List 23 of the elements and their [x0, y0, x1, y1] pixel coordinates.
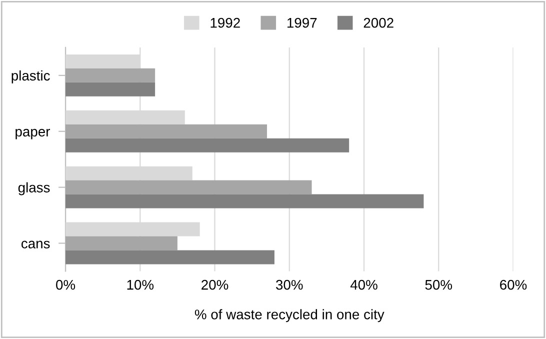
x-tick-label: 50%: [425, 280, 452, 290]
y-tick-label: cans: [21, 240, 50, 248]
bar: [66, 124, 267, 138]
bar: [66, 180, 312, 194]
x-tick-label: 30%: [276, 280, 303, 290]
bar: [66, 236, 178, 250]
bar: [66, 250, 274, 264]
x-axis-title: % of waste recycled in one city: [194, 309, 384, 322]
y-tick-label: glass: [18, 182, 50, 196]
x-tick-label: 20%: [202, 280, 228, 290]
bar: [66, 194, 424, 208]
bar: [66, 82, 156, 96]
y-tick-label: paper: [16, 128, 50, 140]
x-tick-label: 10%: [127, 280, 154, 290]
x-tick-label: 0%: [56, 280, 76, 290]
bar: [66, 68, 156, 82]
legend-label: 2002: [364, 18, 394, 28]
legend-label: 1997: [287, 18, 317, 28]
legend-label: 1992: [210, 18, 240, 28]
bar: [66, 138, 350, 152]
x-tick-label: 40%: [350, 280, 378, 290]
x-tick-label: 60%: [500, 280, 527, 290]
y-tick-label: plastic: [12, 70, 50, 84]
